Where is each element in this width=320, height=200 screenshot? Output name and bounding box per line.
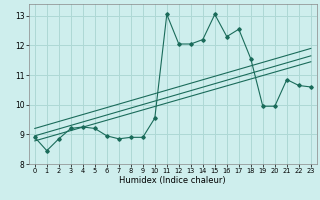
X-axis label: Humidex (Indice chaleur): Humidex (Indice chaleur) xyxy=(119,176,226,185)
